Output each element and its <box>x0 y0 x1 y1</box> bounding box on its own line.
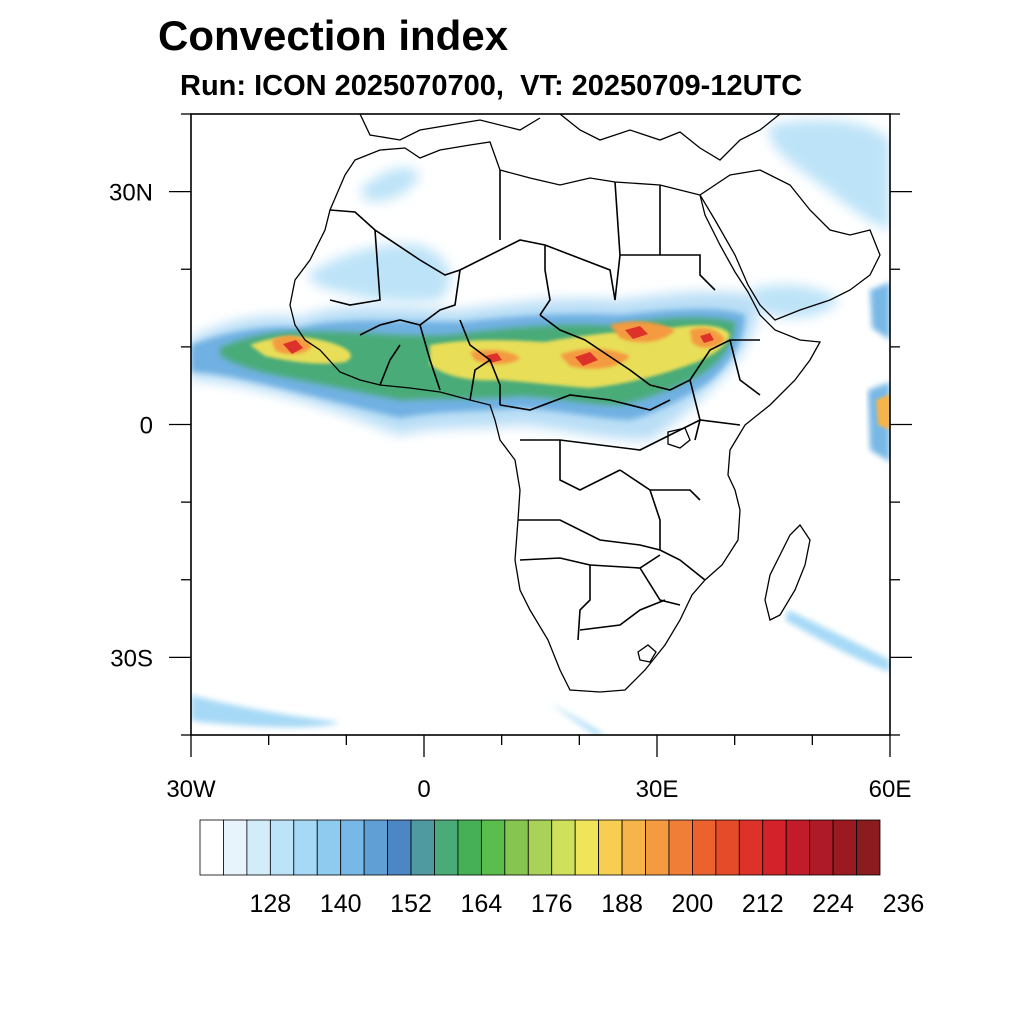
colorbar-cell <box>527 819 553 876</box>
axis-tick-labels: 30W 0 30E 60E 30N 0 30S <box>109 180 911 803</box>
convection-patch-sahara <box>309 120 890 318</box>
colorbar-cell <box>293 819 318 876</box>
europe-coastline <box>359 114 781 161</box>
madagascar-coastline <box>764 523 811 621</box>
colorbar-cell <box>809 819 834 876</box>
lon-tick-label: 60E <box>869 776 912 803</box>
colorbar-cell <box>692 819 717 876</box>
lat-tick-label: 30N <box>109 180 153 207</box>
colorbar-cell <box>785 819 811 876</box>
colorbar-label: 140 <box>320 890 362 918</box>
colorbar-cell <box>246 819 271 876</box>
colorbar-label: 200 <box>672 890 714 918</box>
colorbar-label: 152 <box>390 890 432 918</box>
colorbar-cell <box>480 819 506 876</box>
colorbar-cell <box>223 819 248 876</box>
coastlines <box>289 114 881 693</box>
colorbar-label: 188 <box>601 890 643 918</box>
colorbar-label: 212 <box>742 890 784 918</box>
axis-ticks <box>169 113 912 757</box>
convection-core-east <box>876 394 890 430</box>
colorbar-cell <box>645 819 670 876</box>
colorbar-cell <box>316 819 342 876</box>
lat-tick-label: 0 <box>140 413 153 440</box>
country-borders <box>329 170 761 641</box>
colorbar-label: 176 <box>531 890 573 918</box>
convection-patch-east <box>868 282 890 462</box>
convection-field <box>191 120 890 735</box>
colorbar-cell <box>269 819 295 876</box>
colorbar-label: 236 <box>883 890 925 918</box>
lake-victoria <box>667 427 691 449</box>
chart-subtitle: Run: ICON 2025070700, VT: 20250709-12UTC <box>180 70 803 102</box>
colorbar-cell <box>762 819 787 876</box>
colorbar-label: 224 <box>812 890 854 918</box>
colorbar-cell <box>621 819 646 876</box>
colorbar-cell <box>738 819 764 876</box>
arabia-coastline <box>699 169 881 321</box>
colorbar-cell <box>387 819 412 876</box>
colorbar-cell <box>551 819 576 876</box>
colorbar-cell <box>668 819 693 876</box>
convection-core-red <box>283 326 714 366</box>
lon-tick-label: 0 <box>417 776 430 803</box>
lon-tick-label: 30W <box>166 776 216 803</box>
colorbar-cell <box>434 819 459 876</box>
colorbar-cell <box>832 819 857 876</box>
lesotho-border <box>637 644 657 663</box>
colorbar-label: 164 <box>461 890 503 918</box>
colorbar-cell <box>457 819 482 876</box>
lon-tick-label: 30E <box>636 776 679 803</box>
colorbar-cell <box>504 819 529 876</box>
colorbar: 128 140 152 164 176 188 200 212 224 236 <box>199 819 925 918</box>
colorbar-cell <box>340 819 365 876</box>
colorbar-label: 128 <box>249 890 291 918</box>
colorbar-cell <box>410 819 435 876</box>
colorbar-cell <box>715 819 740 876</box>
colorbar-cell <box>856 819 881 876</box>
chart-title: Convection index <box>158 12 509 59</box>
convection-patch-south <box>191 610 890 735</box>
lat-tick-label: 30S <box>110 645 153 672</box>
colorbar-cell <box>574 819 600 876</box>
colorbar-cell <box>598 819 623 876</box>
colorbar-cell <box>363 819 388 876</box>
colorbar-cell <box>199 819 224 876</box>
